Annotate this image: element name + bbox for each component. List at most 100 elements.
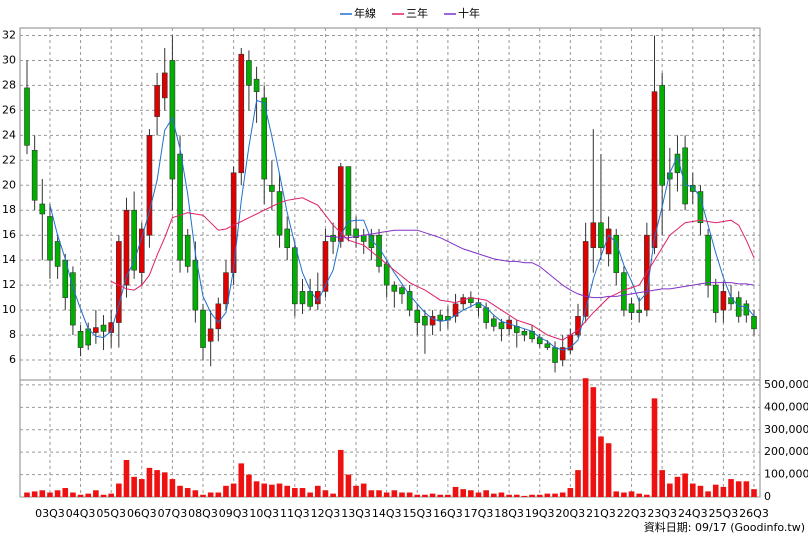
volume-bar (161, 472, 168, 497)
volume-bar (146, 467, 153, 497)
candle-body (238, 53, 245, 174)
volume-bar (559, 492, 566, 497)
x-tick-label: 21Q3 (586, 507, 616, 520)
volume-bar (498, 492, 505, 497)
candle-body (337, 166, 344, 242)
y-tick-label: 30 (2, 53, 16, 66)
candle-body (207, 328, 214, 342)
candle-body (177, 153, 183, 261)
volume-bar (261, 483, 268, 497)
volume-bar (590, 387, 597, 497)
footer: 資料日期: 09/17 (Goodinfo.tw) (644, 520, 805, 534)
x-tick-label: 07Q3 (158, 507, 188, 520)
candle-body (689, 184, 696, 192)
candle-body (391, 284, 398, 292)
candle-body (261, 97, 268, 180)
x-tick-label: 17Q3 (464, 507, 494, 520)
x-tick-label: 06Q3 (127, 507, 157, 520)
volume-bar (605, 443, 612, 497)
volume-bar (644, 494, 650, 497)
volume-bar (636, 493, 643, 497)
volume-bar (93, 490, 99, 497)
volume-bar (330, 493, 336, 497)
candle-body (47, 216, 53, 261)
x-tick-label: 23Q3 (647, 507, 677, 520)
y-tick-label: 20 (2, 178, 16, 191)
candle-body (230, 172, 237, 273)
candle-body (552, 347, 558, 363)
candle-body (751, 316, 757, 330)
volume-bar (437, 494, 444, 497)
y-tick-label: 10 (2, 303, 16, 316)
candle-body (651, 91, 658, 248)
volume-bar (475, 492, 482, 497)
volume-bar (506, 494, 512, 497)
candle-body (39, 203, 46, 215)
volume-bar (445, 494, 451, 497)
candle-body (131, 209, 137, 271)
candle-body (414, 309, 421, 323)
legend-label: 三年 (406, 6, 428, 20)
volume-bar (452, 486, 459, 497)
volume-bar (621, 492, 627, 497)
x-tick-label: 20Q3 (556, 507, 586, 520)
y2-tick-label: 500,000 (764, 378, 808, 391)
volume-bar (575, 470, 581, 497)
x-tick-label: 25Q3 (709, 507, 739, 520)
candle-body (491, 318, 497, 327)
candle-body (154, 85, 160, 117)
volume-bar (720, 486, 727, 497)
y-tick-label: 28 (2, 78, 16, 91)
volume-bar (337, 449, 344, 497)
ma-line (49, 99, 755, 351)
candle-body (200, 309, 206, 348)
y2-tick-label: 400,000 (764, 400, 808, 413)
volume-bar (269, 484, 275, 497)
candle-body (406, 291, 413, 311)
volume-bar (468, 490, 474, 497)
x-tick-label: 16Q3 (433, 507, 463, 520)
y2-tick-label: 200,000 (764, 445, 808, 458)
volume-bar (47, 492, 53, 497)
y-tick-label: 24 (2, 128, 16, 141)
volume-bar (138, 479, 145, 497)
candle-body (93, 327, 99, 333)
ma-line (110, 197, 755, 341)
volume-bar (667, 483, 673, 497)
x-tick-label: 19Q3 (525, 507, 555, 520)
candle-body (498, 322, 505, 330)
volume-bar (54, 490, 61, 497)
y-tick-label: 6 (9, 353, 16, 366)
y-tick-label: 12 (2, 278, 16, 291)
candle-body (85, 328, 92, 346)
candle-body (735, 297, 742, 317)
candle-body (521, 331, 528, 336)
volume-bar (200, 494, 206, 497)
candle-body (368, 234, 375, 248)
volume-bar (521, 495, 528, 497)
candle-body (598, 222, 604, 248)
x-tick-label: 22Q3 (617, 507, 647, 520)
x-tick-label: 03Q3 (35, 507, 65, 520)
volume-bar (743, 481, 750, 497)
y-tick-label: 16 (2, 228, 16, 241)
candle-body (292, 247, 298, 305)
volume-bar (682, 473, 688, 497)
candle-body (161, 72, 168, 99)
volume-bar (728, 479, 734, 497)
x-tick-label: 24Q3 (678, 507, 708, 520)
volume-bar (253, 481, 260, 497)
y-tick-label: 18 (2, 203, 16, 216)
candle-body (184, 234, 191, 267)
volume-bar (154, 470, 160, 497)
candle-body (108, 322, 114, 333)
candle-body (246, 60, 252, 86)
candle-body (613, 234, 620, 273)
x-tick-label: 15Q3 (402, 507, 432, 520)
volume-bar (284, 485, 290, 497)
volume-bar (215, 492, 222, 497)
volume-bar (659, 470, 665, 497)
x-tick-label: 11Q3 (280, 507, 310, 520)
volume-bar (460, 489, 466, 497)
volume-bar (131, 476, 137, 497)
